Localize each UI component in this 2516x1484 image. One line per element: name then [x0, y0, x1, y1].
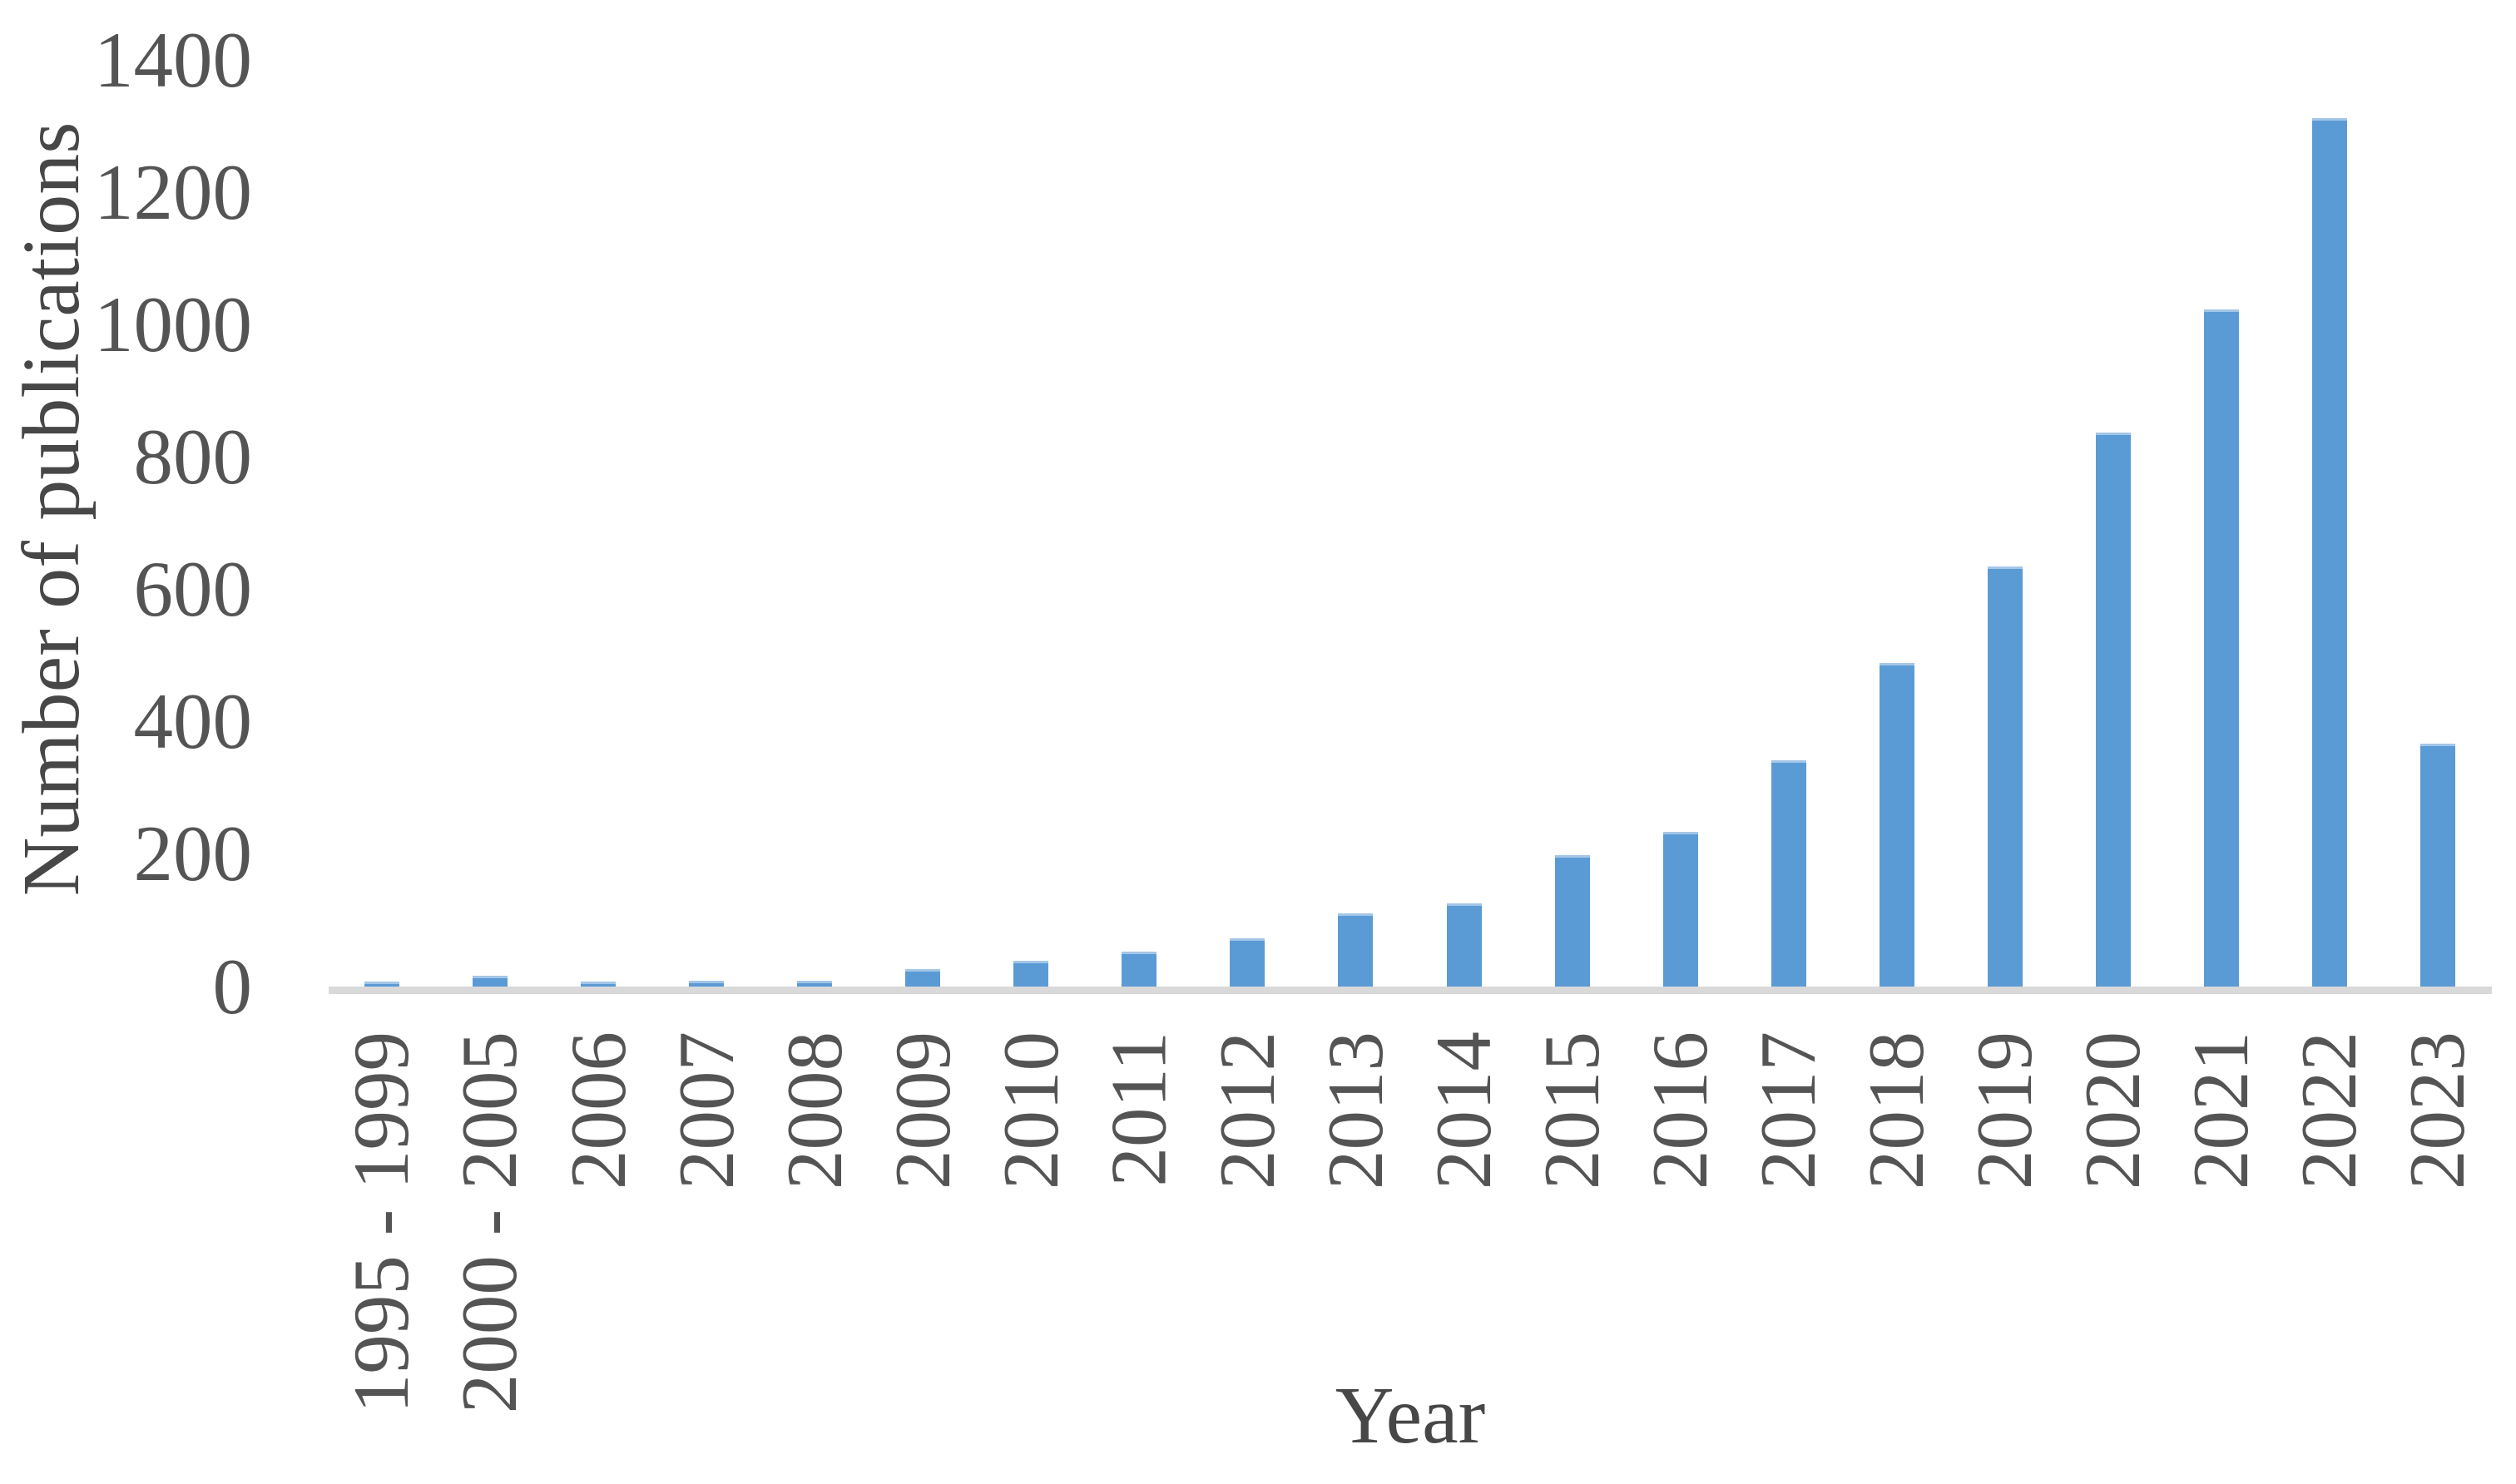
bar-2010 [1013, 961, 1048, 987]
x-tick-label-2023: 2023 [2393, 1031, 2482, 1190]
x-tick-label-2020: 2020 [2068, 1031, 2157, 1190]
bar-2014 [1447, 903, 1482, 987]
x-tick-label-2017: 2017 [1744, 1031, 1833, 1190]
bar-2007 [689, 981, 724, 987]
x-tick-label-2016: 2016 [1636, 1031, 1725, 1190]
y-tick-label-1400: 1400 [94, 15, 252, 104]
bar-1995-1999 [364, 982, 399, 987]
bar-2012 [1230, 938, 1265, 987]
x-tick-label-2019: 2019 [1960, 1031, 2049, 1190]
y-tick-label-200: 200 [133, 809, 253, 898]
bar-2020 [2096, 433, 2131, 987]
y-tick-label-1200: 1200 [94, 147, 252, 236]
bar-2023 [2420, 744, 2455, 987]
x-tick-label-2010: 2010 [986, 1031, 1075, 1190]
y-tick-label-1000: 1000 [94, 279, 252, 369]
x-tick-label-2000-2005: 2000 - 2005 [445, 1031, 534, 1414]
bar-2013 [1338, 913, 1373, 987]
y-tick-label-800: 800 [133, 412, 253, 501]
x-tick-label-2009: 2009 [878, 1031, 967, 1190]
bar-2011 [1122, 952, 1156, 987]
x-tick-label-2012: 2012 [1202, 1031, 1291, 1190]
bar-2000-2005 [473, 976, 508, 987]
bar-2018 [1880, 663, 1914, 987]
bar-2016 [1663, 832, 1698, 987]
x-tick-label-2021: 2021 [2177, 1031, 2266, 1190]
bar-2019 [1988, 566, 2023, 987]
x-tick-label-2013: 2013 [1310, 1031, 1399, 1190]
x-tick-label-2022: 2022 [2285, 1031, 2374, 1190]
x-tick-label-2011: 2011 [1094, 1031, 1183, 1187]
x-axis-line [329, 987, 2492, 994]
bar-2006 [581, 982, 616, 987]
y-tick-label-600: 600 [133, 545, 253, 634]
x-axis-title: Year [1335, 1371, 1486, 1461]
bar-2022 [2312, 118, 2347, 987]
x-tick-label-2008: 2008 [770, 1031, 859, 1190]
bar-2015 [1555, 855, 1590, 987]
bar-2008 [797, 981, 832, 987]
bar-2021 [2204, 309, 2239, 987]
bar-2017 [1771, 760, 1806, 987]
y-tick-label-0: 0 [212, 942, 253, 1031]
x-tick-label-2015: 2015 [1528, 1031, 1617, 1190]
x-tick-label-2007: 2007 [661, 1031, 750, 1190]
x-tick-label-2006: 2006 [553, 1031, 642, 1190]
x-tick-label-2018: 2018 [1852, 1031, 1941, 1190]
x-tick-label-1995-1999: 1995 - 1999 [337, 1031, 426, 1414]
bar-2009 [905, 969, 940, 987]
y-tick-label-400: 400 [133, 677, 253, 766]
x-tick-label-2014: 2014 [1419, 1031, 1508, 1190]
